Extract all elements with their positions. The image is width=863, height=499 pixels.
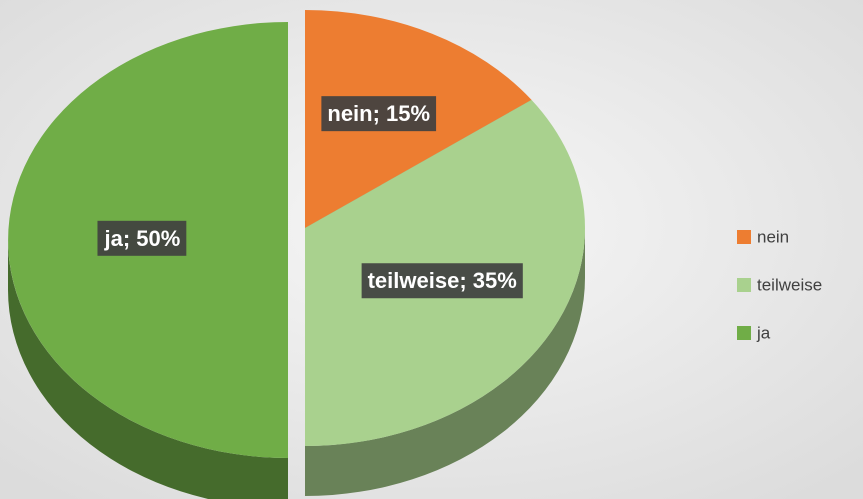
legend-swatch xyxy=(737,278,751,292)
legend-swatch xyxy=(737,230,751,244)
data-label-box xyxy=(321,96,437,132)
data-label: ja; 50% xyxy=(103,226,180,251)
data-label-box xyxy=(361,263,523,299)
slice-side xyxy=(8,240,288,499)
slice-side xyxy=(305,228,585,496)
data-label: teilweise; 35% xyxy=(368,268,517,293)
legend-label: ja xyxy=(756,323,771,342)
legend-swatch xyxy=(737,326,751,340)
legend-label: teilweise xyxy=(757,275,822,294)
legend-label: nein xyxy=(757,227,789,246)
data-label-box xyxy=(97,220,187,256)
data-label: nein; 15% xyxy=(327,101,430,126)
